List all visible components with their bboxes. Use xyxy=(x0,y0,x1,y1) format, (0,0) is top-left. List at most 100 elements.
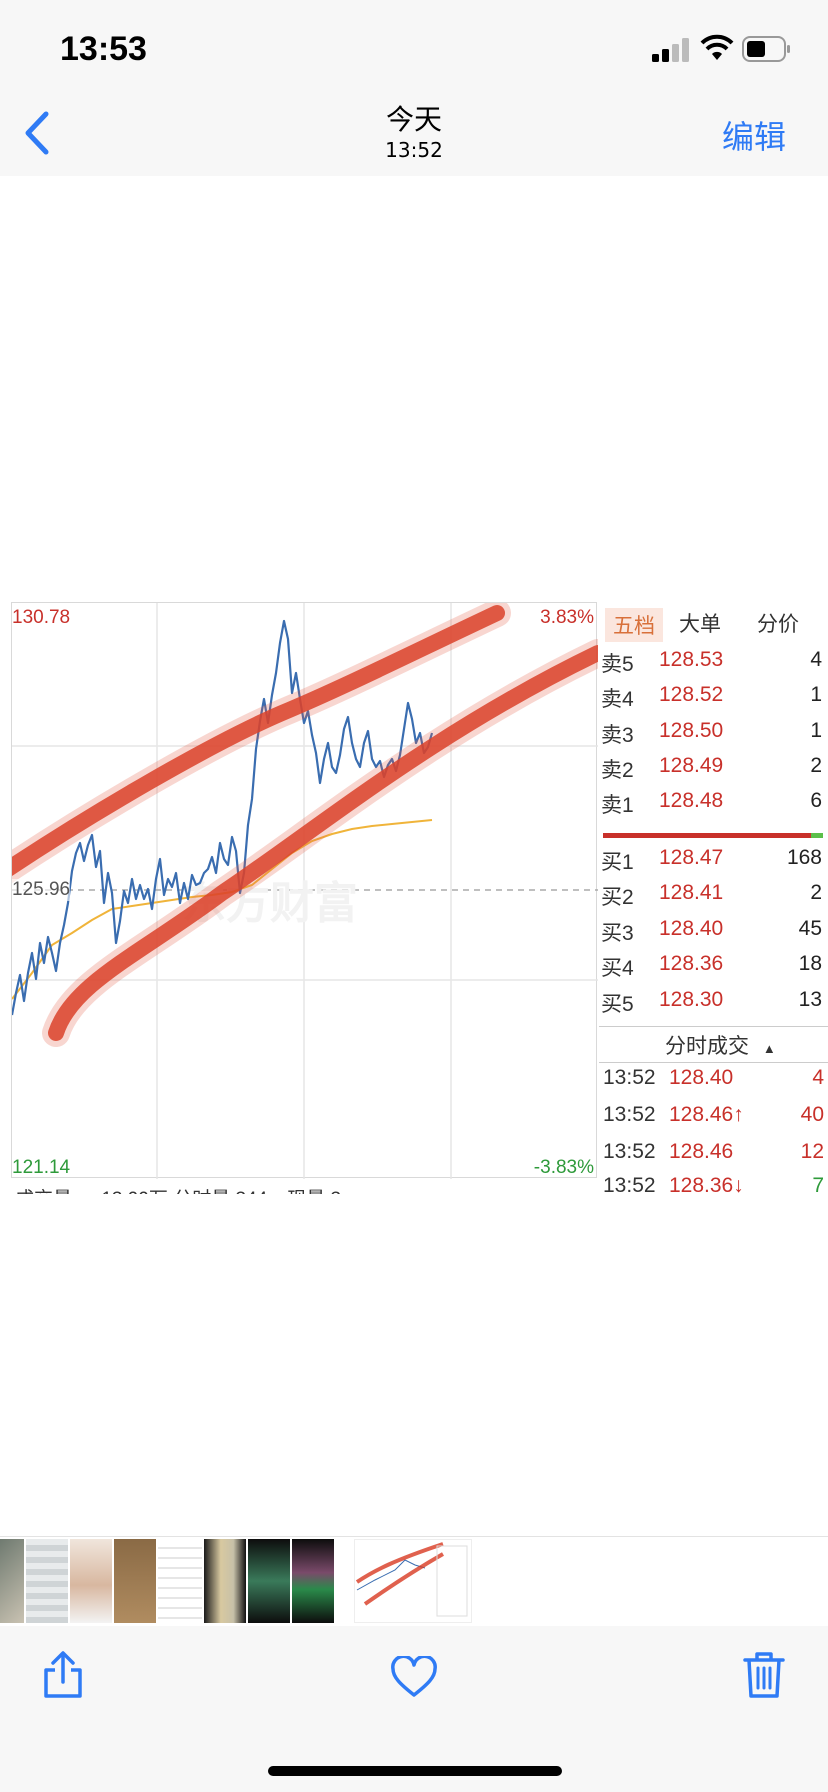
trade-row: 13:52 128.36↓ 7 xyxy=(599,1174,828,1194)
pct-high-label: 3.83% xyxy=(540,607,594,628)
price-line xyxy=(12,619,434,1016)
sell-volume: 2 xyxy=(810,754,822,777)
share-icon[interactable] xyxy=(40,1650,86,1700)
photo-thumbnail[interactable] xyxy=(292,1539,334,1623)
buy-level-label: 买2 xyxy=(601,886,634,909)
trade-time: 13:52 xyxy=(603,1066,656,1089)
bid-ask-ratio-bar xyxy=(603,833,823,838)
buy-level-label: 买5 xyxy=(601,993,634,1016)
order-book-tabs: 五档 大单 分价 xyxy=(599,608,828,644)
sell-price: 128.49 xyxy=(659,754,724,777)
order-book: 五档 大单 分价 卖5 128.53 4 卖4 128.52 1 卖3 128.50 1 卖… xyxy=(599,602,828,1194)
buy-level-label: 买1 xyxy=(601,851,634,874)
intraday-chart: 东方财富 130.78 125.96 121.14 3.83% -3.83% xyxy=(11,602,598,1179)
photo-thumbnail[interactable] xyxy=(70,1539,112,1623)
buy-level-label: 买3 xyxy=(601,922,634,945)
buy-volume: 168 xyxy=(786,846,822,869)
cellular-signal-icon xyxy=(652,38,689,62)
sell-volume: 1 xyxy=(810,683,822,706)
nav-title: 今天 xyxy=(385,103,442,136)
buy-volume: 45 xyxy=(798,917,822,940)
battery-icon xyxy=(742,36,790,62)
buy-volume: 18 xyxy=(798,952,822,975)
nav-subtitle: 13:52 xyxy=(385,138,443,162)
photo-thumbnail[interactable] xyxy=(0,1539,24,1623)
heart-icon[interactable] xyxy=(390,1656,438,1698)
sell-volume: 1 xyxy=(810,719,822,742)
status-bar: 13:53 xyxy=(0,0,828,96)
buy-level-label: 买4 xyxy=(601,957,634,980)
thumbnail-strip[interactable] xyxy=(0,1536,828,1625)
trade-time: 13:52 xyxy=(603,1103,656,1126)
wifi-icon xyxy=(700,34,734,60)
trades-title-text: 分时成交 xyxy=(665,1035,749,1058)
sell-price: 128.53 xyxy=(659,648,724,671)
trade-price: 128.36↓ xyxy=(669,1174,744,1194)
sell-level-label: 卖3 xyxy=(601,724,634,747)
lower-marker-halo xyxy=(42,639,598,1047)
trade-price: 128.40 xyxy=(669,1066,734,1089)
home-indicator[interactable] xyxy=(268,1766,562,1776)
price-low-label: 121.14 xyxy=(12,1157,71,1178)
trade-time: 13:52 xyxy=(603,1174,656,1194)
sell-level-label: 卖2 xyxy=(601,759,634,782)
trade-price: 128.46 xyxy=(669,1140,734,1163)
volume-header-text: 成交量 ▼ 13.99万 分时量 344 ↓ 现量 3 xyxy=(15,1184,341,1194)
buy-row: 买4 128.36 18 xyxy=(599,952,828,982)
buy-price: 128.41 xyxy=(659,881,724,904)
sell-level-label: 卖5 xyxy=(601,653,634,676)
trade-volume: 7 xyxy=(812,1174,824,1194)
trade-row: 13:52 128.40 4 xyxy=(599,1066,828,1096)
price-high-label: 130.78 xyxy=(12,607,71,628)
sell-row: 卖5 128.53 4 xyxy=(599,648,828,678)
edit-button[interactable]: 编辑 xyxy=(721,118,786,156)
sell-row: 卖1 128.48 6 xyxy=(599,789,828,819)
buy-row: 买3 128.40 45 xyxy=(599,917,828,947)
sell-row: 卖3 128.50 1 xyxy=(599,719,828,749)
intraday-chart-svg: 东方财富 xyxy=(12,603,598,1179)
sell-price: 128.48 xyxy=(659,789,724,812)
volume-header: 成交量 ▼ 13.99万 分时量 344 ↓ 现量 3 xyxy=(15,1180,595,1194)
buy-price: 128.30 xyxy=(659,988,724,1011)
upper-marker-stroke xyxy=(12,605,505,876)
trade-volume: 4 xyxy=(812,1066,824,1089)
sell-row: 卖2 128.49 2 xyxy=(599,754,828,784)
pct-low-label: -3.83% xyxy=(533,1157,594,1178)
trades-divider xyxy=(599,1062,828,1063)
tab-price-breakdown: 分价 xyxy=(757,613,799,636)
trade-row: 13:52 128.46 12 xyxy=(599,1140,828,1170)
buy-row: 买5 128.30 13 xyxy=(599,988,828,1018)
buy-price: 128.40 xyxy=(659,917,724,940)
trade-volume: 12 xyxy=(800,1140,824,1163)
selected-thumbnail-preview xyxy=(355,1542,468,1617)
buy-row: 买1 128.47 168 xyxy=(599,846,828,876)
buy-volume: 2 xyxy=(810,881,822,904)
sell-level-label: 卖4 xyxy=(601,688,634,711)
trade-price: 128.46↑ xyxy=(669,1103,744,1126)
trade-time: 13:52 xyxy=(603,1140,656,1163)
buy-price: 128.36 xyxy=(659,952,724,975)
tab-large-orders: 大单 xyxy=(679,613,721,636)
buy-volume: 13 xyxy=(798,988,822,1011)
trade-row: 13:52 128.46↑ 40 xyxy=(599,1103,828,1133)
photo-thumbnail[interactable] xyxy=(114,1539,156,1623)
photo-thumbnail[interactable] xyxy=(158,1539,202,1623)
trade-volume: 40 xyxy=(800,1103,824,1126)
price-base-label: 125.96 xyxy=(12,879,71,901)
sell-level-label: 卖1 xyxy=(601,794,634,817)
sell-price: 128.52 xyxy=(659,683,724,706)
sell-price: 128.50 xyxy=(659,719,724,742)
bottom-toolbar xyxy=(0,1626,828,1792)
photo-thumbnail[interactable] xyxy=(26,1539,68,1623)
photo-thumbnail-selected[interactable] xyxy=(354,1539,472,1623)
trash-icon[interactable] xyxy=(742,1650,786,1700)
section-divider xyxy=(599,1026,828,1027)
photo-thumbnail[interactable] xyxy=(248,1539,290,1623)
lower-marker-stroke xyxy=(48,645,598,1041)
buy-price: 128.47 xyxy=(659,846,724,869)
photo-thumbnail[interactable] xyxy=(204,1539,246,1623)
back-chevron-icon[interactable] xyxy=(22,110,52,156)
trades-title: 分时成交 ▲ xyxy=(665,1030,776,1060)
sell-row: 卖4 128.52 1 xyxy=(599,683,828,713)
tab-five-levels: 五档 xyxy=(605,608,663,642)
